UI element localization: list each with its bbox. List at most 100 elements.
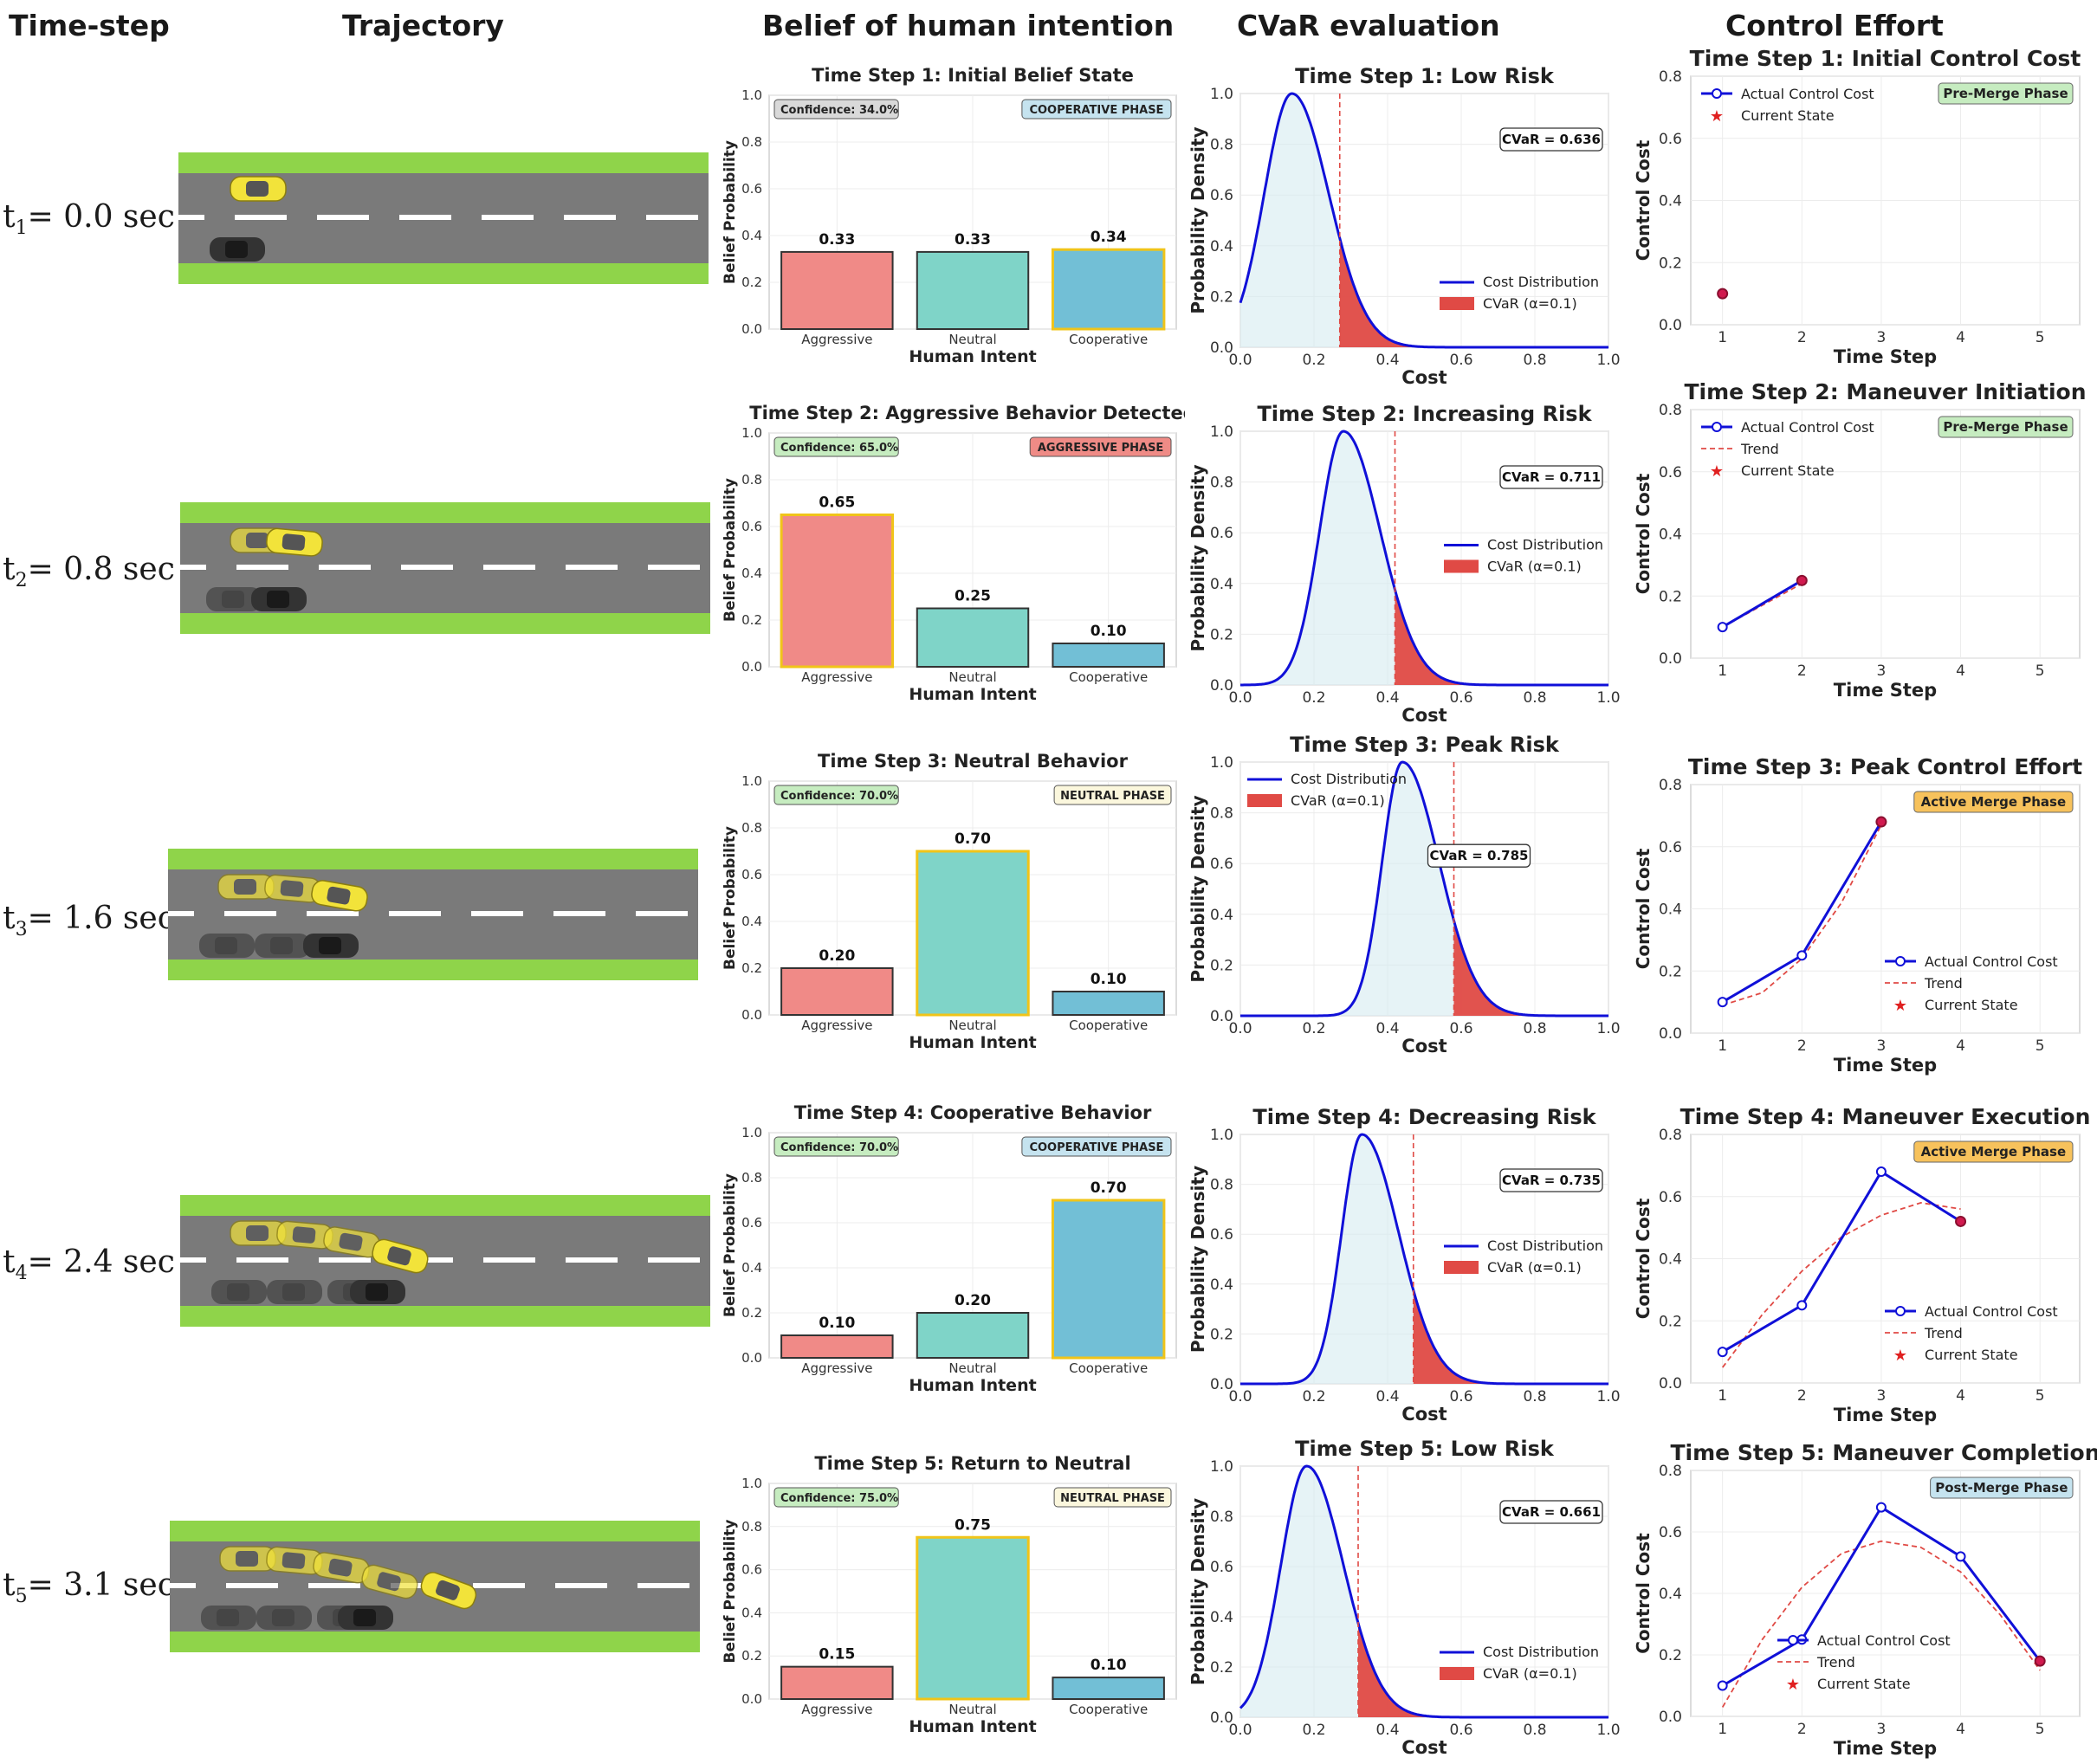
x-tick-label: Neutral <box>948 332 996 347</box>
current-state-point <box>1955 1215 1967 1227</box>
lane-dash <box>236 565 288 570</box>
y-tick-label: 0.8 <box>741 134 762 150</box>
y-tick-label: 0.2 <box>1659 1313 1682 1330</box>
bar-value-label: 0.10 <box>1091 1657 1127 1674</box>
x-axis-label: Time Step <box>1834 1405 1937 1425</box>
legend-actual-marker <box>1895 956 1906 966</box>
y-tick-label: 0.0 <box>1659 1025 1682 1043</box>
robot-car-window <box>366 1283 388 1301</box>
bar-value-label: 0.65 <box>819 494 855 512</box>
x-tick-label: 0.6 <box>1449 352 1472 369</box>
human-car <box>420 1572 477 1610</box>
trend-line <box>1721 1540 2041 1708</box>
bar-cooperative <box>1052 991 1165 1016</box>
density-fill <box>1240 762 1608 1016</box>
y-tick-label: 0.2 <box>741 1648 762 1664</box>
phase-text: COOPERATIVE PHASE <box>1029 1141 1163 1154</box>
actual-cost-point <box>1717 1680 1728 1691</box>
lane-dash <box>236 1257 288 1263</box>
x-axis-label: Human Intent <box>909 1717 1036 1736</box>
y-tick-label: 0.4 <box>1210 907 1233 924</box>
bar-neutral <box>916 250 1030 330</box>
lane-dash <box>471 911 523 916</box>
y-tick-label: 0.0 <box>741 1007 762 1023</box>
legend-area-swatch <box>1247 794 1282 807</box>
y-axis-label: Belief Probability <box>722 1519 739 1663</box>
x-axis-label: Cost <box>1401 705 1447 726</box>
human-car-window <box>282 533 306 551</box>
legend-label-actual: Actual Control Cost <box>1741 86 1874 102</box>
belief-title: Time Step 5: Return to Neutral <box>814 1453 1130 1474</box>
confidence-box <box>773 1487 899 1508</box>
control-chart-2: Time Step 2: Maneuver Initiation 0.0 0.2 0.… <box>1633 379 2087 701</box>
robot-car-window <box>267 591 289 608</box>
y-tick-label: 0.6 <box>1210 1559 1233 1576</box>
header-belief: Belief of human intention <box>762 9 1175 42</box>
x-tick-label: 5 <box>2036 1037 2045 1055</box>
y-tick-label: 0.8 <box>1210 475 1233 492</box>
robot-car-window <box>272 1609 294 1626</box>
y-tick-label: 0.4 <box>1659 193 1682 210</box>
cvar-value-box <box>1499 465 1603 489</box>
bar-cooperative <box>1052 643 1165 668</box>
x-tick-label: Cooperative <box>1069 1702 1148 1717</box>
bar-neutral <box>916 850 1030 1017</box>
x-tick-label: Neutral <box>948 669 996 685</box>
y-tick-label: 0.6 <box>1210 1226 1233 1244</box>
cost-distribution-line <box>1240 760 1608 1018</box>
legend-actual-marker <box>1712 422 1722 432</box>
belief-chart-1: Time Step 1: Initial Belief State 0.0 0.2 0… <box>722 65 1177 366</box>
x-tick-label: 0.4 <box>1375 689 1399 707</box>
x-tick-label: 0.4 <box>1375 352 1399 369</box>
human-car-window <box>236 1551 258 1567</box>
bar-cooperative <box>1051 248 1166 331</box>
robot-car <box>255 934 310 958</box>
x-tick-label: 0.0 <box>1228 352 1252 369</box>
legend-label-trend: Trend <box>1924 975 1963 992</box>
lane-dash <box>646 215 698 220</box>
lane-dash <box>389 911 441 916</box>
header-trajectory: Trajectory <box>342 9 504 42</box>
x-tick-label: 0.6 <box>1449 689 1472 707</box>
grass-bottom <box>178 263 709 284</box>
cvar-value-box <box>1499 1500 1603 1524</box>
x-tick-label: Aggressive <box>801 1360 872 1376</box>
y-tick-label: 0.6 <box>1659 1189 1682 1206</box>
lane-dash <box>401 565 453 570</box>
belief-title: Time Step 3: Neutral Behavior <box>818 751 1129 772</box>
lane-dash <box>555 1583 607 1588</box>
x-tick-label: 0.4 <box>1375 1388 1399 1405</box>
y-tick-label: 0.4 <box>741 914 762 929</box>
y-tick-label: 0.4 <box>1659 527 1682 544</box>
legend-area-swatch <box>1444 559 1479 573</box>
y-tick-label: 0.8 <box>1659 68 1682 86</box>
x-tick-label: 0.6 <box>1449 1020 1472 1037</box>
x-tick-label: 5 <box>2036 1721 2045 1738</box>
y-tick-label: 0.0 <box>1210 1008 1233 1025</box>
legend-star-icon: ★ <box>1710 462 1724 481</box>
cvar-chart-4: Time Step 4: Decreasing Risk 0.0 0.2 0.4 0.6… <box>1188 1105 1621 1425</box>
lane-dash <box>648 1257 700 1263</box>
cvar-title: Time Step 5: Low Risk <box>1295 1437 1555 1461</box>
confidence-box <box>773 1136 899 1157</box>
control-chart-1: Time Step 1: Initial Control Cost 0.0 0.2 0… <box>1633 46 2081 367</box>
grass-top <box>170 1521 700 1541</box>
lane-dash <box>399 215 451 220</box>
time-label-4: t4= 2.4 sec <box>3 1244 175 1285</box>
control-title: Time Step 5: Maneuver Completion <box>1670 1440 2097 1465</box>
y-tick-label: 0.4 <box>1210 238 1233 255</box>
phase-text: NEUTRAL PHASE <box>1060 1492 1165 1505</box>
human-car <box>276 1220 333 1250</box>
human-car <box>230 176 287 202</box>
x-axis-label: Human Intent <box>909 347 1036 366</box>
robot-car-window <box>215 937 237 954</box>
y-tick-label: 1.0 <box>1210 86 1233 103</box>
x-tick-label: 0.6 <box>1449 1722 1472 1739</box>
y-tick-label: 1.0 <box>741 425 762 441</box>
robot-car-window <box>225 241 248 258</box>
x-axis-label: Cost <box>1401 1404 1447 1425</box>
phase-box <box>1938 416 2074 438</box>
y-tick-label: 1.0 <box>1210 754 1233 772</box>
legend-label-current: Current State <box>1925 1347 2018 1363</box>
x-tick-label: 0.8 <box>1523 689 1546 707</box>
